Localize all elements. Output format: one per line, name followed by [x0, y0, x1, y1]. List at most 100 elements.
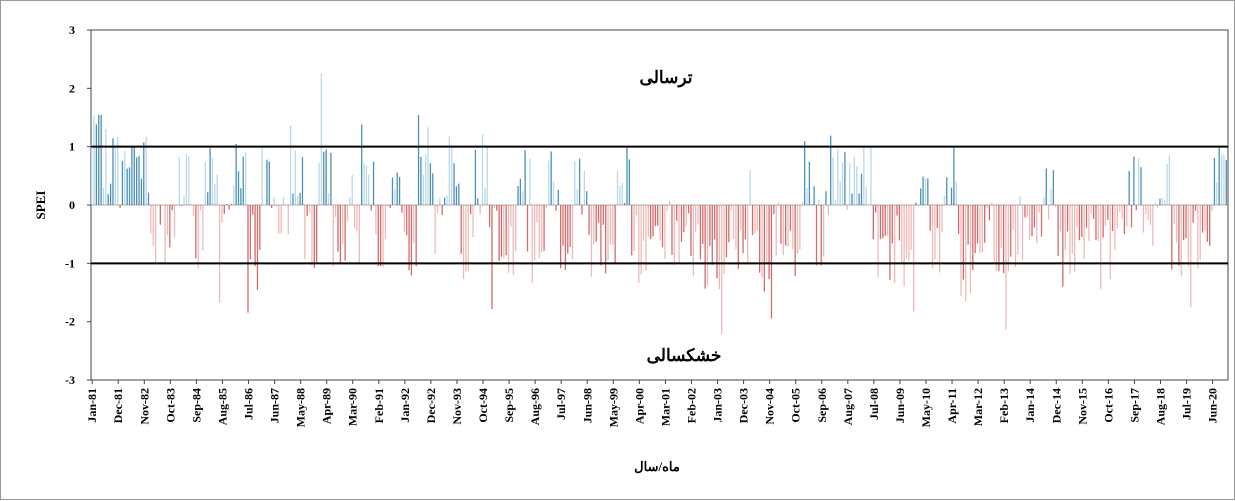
spei-bar	[1015, 205, 1016, 267]
spei-bar	[314, 205, 315, 268]
spei-bar	[418, 115, 419, 205]
spei-bar	[423, 175, 424, 205]
spei-bar	[799, 205, 800, 249]
spei-bar	[1164, 200, 1165, 205]
spei-bar	[1062, 205, 1063, 287]
spei-bar	[858, 194, 859, 205]
spei-bar	[977, 205, 978, 243]
spei-bar	[1214, 158, 1215, 205]
spei-bar	[885, 205, 886, 236]
x-tick-label: Apr-11	[945, 388, 959, 424]
spei-bar	[1169, 155, 1170, 205]
spei-bar	[1017, 205, 1018, 255]
spei-bar	[660, 205, 661, 241]
x-tick-label: May-88	[294, 388, 308, 427]
spei-bar	[174, 205, 175, 237]
spei-bar	[401, 205, 402, 213]
spei-bar	[667, 205, 668, 211]
spei-bar	[337, 205, 338, 252]
spei-bar	[714, 205, 715, 239]
spei-bar	[1192, 205, 1193, 223]
spei-bar	[1020, 196, 1021, 205]
spei-bar	[297, 195, 298, 205]
spei-bar	[1188, 205, 1189, 266]
spei-bar	[688, 205, 689, 213]
spei-bar	[683, 205, 684, 232]
spei-bar	[551, 151, 552, 205]
x-tick-label: Nov-04	[763, 388, 777, 425]
spei-bar	[993, 205, 994, 262]
spei-bar	[586, 191, 587, 205]
spei-bar	[472, 205, 473, 237]
x-tick-label: Sep-17	[1127, 388, 1141, 423]
spei-bar	[757, 205, 758, 230]
spei-bar	[922, 177, 923, 205]
spei-bar	[250, 205, 251, 259]
spei-bar	[626, 148, 627, 205]
spei-bar	[475, 150, 476, 205]
spei-bar	[579, 159, 580, 205]
spei-bar	[690, 205, 691, 256]
spei-bar	[712, 205, 713, 265]
spei-bar	[795, 205, 796, 276]
x-tick-label: Jan-92	[398, 388, 412, 423]
spei-bar	[903, 205, 904, 286]
spei-bar	[119, 205, 120, 208]
x-tick-label: Apr-89	[320, 388, 334, 424]
spei-bar	[1185, 205, 1186, 238]
spei-bar	[217, 175, 218, 205]
spei-bar	[1119, 205, 1120, 212]
spei-bar	[1202, 205, 1203, 233]
spei-bar	[411, 205, 412, 275]
spei-bar	[787, 205, 788, 247]
spei-bar	[131, 147, 132, 205]
spei-bar	[797, 205, 798, 254]
spei-bar	[721, 205, 722, 334]
spei-bar	[930, 205, 931, 231]
spei-bar	[219, 205, 220, 303]
spei-bar	[254, 205, 255, 266]
spei-bar	[671, 205, 672, 255]
x-tick-label: Jan-03	[711, 388, 725, 423]
spei-bar	[735, 205, 736, 249]
spei-bar	[292, 193, 293, 205]
spei-bar	[1008, 205, 1009, 271]
spei-bar	[1200, 205, 1201, 260]
spei-bar	[1181, 205, 1182, 276]
spei-bar	[816, 205, 817, 265]
spei-bar	[361, 125, 362, 205]
spei-bar	[105, 129, 106, 205]
spei-bar	[946, 177, 947, 205]
spei-bar	[326, 149, 327, 205]
spei-bar	[662, 205, 663, 247]
spei-bar	[638, 205, 639, 283]
spei-bar	[202, 205, 203, 250]
spei-bar	[840, 181, 841, 205]
spei-bar	[1005, 205, 1006, 329]
spei-bar	[1048, 205, 1049, 219]
y-tick-label: -2	[65, 315, 75, 329]
spei-bar	[543, 205, 544, 251]
spei-bar	[572, 205, 573, 259]
spei-bar	[335, 205, 336, 217]
spei-bar	[1121, 205, 1122, 219]
spei-bar	[776, 205, 777, 255]
spei-bar	[1001, 205, 1002, 248]
spei-bar	[832, 157, 833, 205]
spei-bar	[513, 205, 514, 275]
spei-bar	[138, 156, 139, 205]
spei-bar	[771, 205, 772, 318]
spei-bar	[527, 205, 528, 252]
spei-bar	[98, 115, 99, 205]
spei-bar	[1112, 205, 1113, 231]
spei-bar	[330, 153, 331, 205]
spei-bar	[567, 205, 568, 254]
spei-bar	[437, 205, 438, 213]
spei-bar	[764, 205, 765, 292]
spei-bar	[347, 205, 348, 221]
spei-bar	[610, 205, 611, 244]
x-tick-label: Jul-08	[867, 388, 881, 420]
spei-bar	[153, 205, 154, 246]
spei-bar	[209, 148, 210, 205]
spei-bar	[650, 205, 651, 239]
